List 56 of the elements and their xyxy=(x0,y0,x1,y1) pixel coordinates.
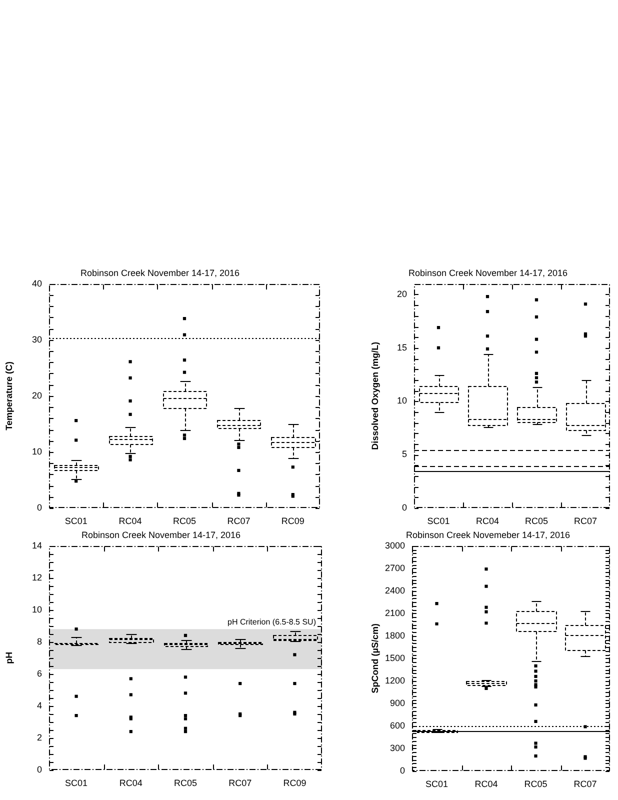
chart-title: Robinson Creek Novemeber 14-17, 2016 xyxy=(406,530,570,540)
x-tick-label: RC05 xyxy=(174,778,198,788)
y-axis-title: Temperature (C) xyxy=(4,361,14,430)
y-axis-title: Dissolved Oxygen (mg/L) xyxy=(370,342,380,450)
y-tick-label: 6 xyxy=(36,668,42,678)
x-tick-label: RC09 xyxy=(281,516,304,526)
y-tick-label: 2700 xyxy=(384,562,405,573)
y-tick-label: 5 xyxy=(402,449,407,460)
y-tick-label: 1200 xyxy=(384,675,405,686)
chart-title: Robinson Creek November 14-17, 2016 xyxy=(81,530,241,540)
y-tick-label: 3000 xyxy=(384,540,405,550)
y-tick-label: 0 xyxy=(402,502,407,512)
y-tick-label: 600 xyxy=(390,720,405,730)
y-tick-label: 1800 xyxy=(384,630,405,640)
y-tick-label: 4 xyxy=(36,700,42,710)
band-label: pH Criterion (6.5-8.5 SU) xyxy=(228,617,316,626)
x-tick-label: RC04 xyxy=(119,778,142,788)
y-tick-label: 0 xyxy=(36,502,42,512)
y-tick-label: 0 xyxy=(36,764,42,774)
y-tick-label: 15 xyxy=(396,342,407,352)
x-tick-label: RC05 xyxy=(172,516,196,526)
y-tick-label: 300 xyxy=(390,742,405,753)
y-tick-label: 10 xyxy=(396,396,407,406)
x-tick-label: RC04 xyxy=(474,778,498,789)
y-tick-label: 2 xyxy=(36,732,42,742)
y-axis-title: SpCond (µS/cm) xyxy=(370,624,380,694)
x-tick-label: RC07 xyxy=(228,778,252,788)
x-tick-label: RC09 xyxy=(283,778,306,788)
y-tick-label: 14 xyxy=(32,540,42,550)
y-tick-label: 2100 xyxy=(384,608,405,618)
chart-title: Robinson Creek November 14-17, 2016 xyxy=(408,268,568,278)
x-tick-label: RC05 xyxy=(524,516,548,526)
y-tick-label: 10 xyxy=(32,446,42,456)
y-tick-label: 12 xyxy=(32,572,42,582)
y-tick-label: 0 xyxy=(400,765,405,776)
y-tick-label: 20 xyxy=(396,288,407,299)
chart-title: Robinson Creek November 14-17, 2016 xyxy=(80,268,240,278)
x-tick-label: RC04 xyxy=(476,516,500,526)
y-axis-title: pH xyxy=(4,652,14,664)
x-tick-label: SC01 xyxy=(425,778,448,789)
y-tick-label: 40 xyxy=(32,278,42,288)
x-tick-label: RC07 xyxy=(227,516,250,526)
y-tick-label: 900 xyxy=(390,698,405,708)
y-tick-label: 1500 xyxy=(384,652,405,663)
x-tick-label: RC07 xyxy=(574,516,598,526)
y-tick-label: 2400 xyxy=(384,585,405,596)
x-tick-label: SC01 xyxy=(65,778,88,788)
y-tick-label: 20 xyxy=(32,390,42,400)
x-tick-label: SC01 xyxy=(427,516,450,526)
y-tick-label: 30 xyxy=(32,334,42,344)
y-tick-label: 8 xyxy=(36,636,42,646)
y-tick-label: 10 xyxy=(32,604,42,614)
x-tick-label: RC05 xyxy=(524,778,548,789)
x-tick-label: RC04 xyxy=(118,516,142,526)
x-tick-label: RC07 xyxy=(574,778,597,789)
x-tick-label: SC01 xyxy=(64,516,88,526)
